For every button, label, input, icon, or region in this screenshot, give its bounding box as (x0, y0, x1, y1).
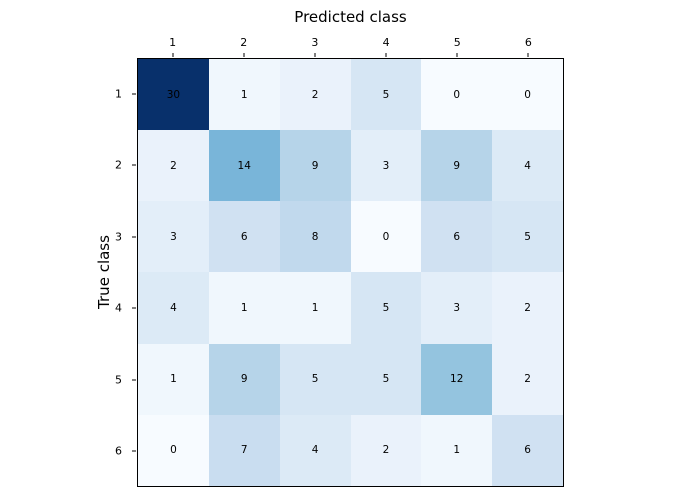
y-tick-label: 1 (115, 87, 122, 101)
heatmap-cell: 1 (208, 59, 280, 131)
x-axis-title: Predicted class (294, 8, 407, 26)
heatmap-cell: 6 (421, 201, 493, 273)
x-tick-mark (456, 53, 458, 57)
heatmap-cell: 0 (421, 59, 493, 131)
y-tick-label: 5 (115, 373, 122, 387)
heatmap-cell: 5 (279, 343, 351, 415)
y-tick-mark (132, 236, 136, 238)
heatmap-cell: 1 (279, 272, 351, 344)
x-tick-mark (314, 53, 316, 57)
heatmap-grid: 30 1 2 5 0 0 2 14 9 3 9 4 3 6 8 0 6 5 4 1 1 5 3 2 1 9 5 5 12 2 0 7 4 2 1 6 (138, 59, 563, 486)
heatmap-cell: 2 (138, 130, 209, 202)
x-axis-tick-labels: 1 2 3 4 5 6 (137, 36, 564, 51)
heatmap-cell: 0 (138, 414, 209, 486)
heatmap-cell: 9 (421, 130, 493, 202)
heatmap-cell: 3 (421, 272, 493, 344)
heatmap-cell: 1 (138, 343, 209, 415)
heatmap-plot-area: 30 1 2 5 0 0 2 14 9 3 9 4 3 6 8 0 6 5 4 1 1 5 3 2 1 9 5 5 12 2 0 7 4 2 1 6 (137, 58, 564, 487)
x-tick-label: 4 (382, 36, 390, 49)
heatmap-cell: 0 (492, 59, 563, 131)
heatmap-cell: 2 (279, 59, 351, 131)
heatmap-cell: 3 (350, 130, 422, 202)
heatmap-cell: 6 (208, 201, 280, 273)
heatmap-cell: 5 (350, 343, 422, 415)
y-axis-tick-labels: 1 2 3 4 5 6 (0, 58, 130, 487)
x-tick-label: 2 (240, 36, 248, 49)
heatmap-cell: 0 (350, 201, 422, 273)
heatmap-cell: 1 (208, 272, 280, 344)
y-tick-mark (132, 450, 136, 452)
heatmap-cell: 6 (492, 414, 563, 486)
heatmap-cell: 4 (138, 272, 209, 344)
heatmap-cell: 4 (492, 130, 563, 202)
y-tick-label: 4 (115, 301, 122, 315)
heatmap-cell: 30 (138, 59, 209, 131)
x-tick-label: 5 (453, 36, 461, 49)
x-tick-mark (243, 53, 245, 57)
heatmap-cell: 5 (350, 272, 422, 344)
x-tick-label: 1 (169, 36, 177, 49)
x-tick-mark (172, 53, 174, 57)
y-tick-label: 3 (115, 230, 122, 244)
heatmap-cell: 4 (279, 414, 351, 486)
heatmap-cell: 3 (138, 201, 209, 273)
heatmap-cell: 2 (350, 414, 422, 486)
y-tick-mark (132, 307, 136, 309)
heatmap-cell: 5 (350, 59, 422, 131)
x-tick-mark (385, 53, 387, 57)
y-tick-label: 6 (115, 444, 122, 458)
heatmap-cell: 2 (492, 272, 563, 344)
y-tick-label: 2 (115, 158, 122, 172)
y-tick-mark (132, 164, 136, 166)
x-tick-mark (527, 53, 529, 57)
heatmap-cell: 9 (279, 130, 351, 202)
x-tick-label: 3 (311, 36, 319, 49)
heatmap-cell: 12 (421, 343, 493, 415)
heatmap-cell: 8 (279, 201, 351, 273)
heatmap-cell: 2 (492, 343, 563, 415)
heatmap-cell: 1 (421, 414, 493, 486)
heatmap-cell: 5 (492, 201, 563, 273)
y-tick-mark (132, 93, 136, 95)
heatmap-cell: 9 (208, 343, 280, 415)
x-tick-label: 6 (524, 36, 532, 49)
heatmap-cell: 14 (208, 130, 280, 202)
heatmap-cell: 7 (208, 414, 280, 486)
y-tick-mark (132, 379, 136, 381)
